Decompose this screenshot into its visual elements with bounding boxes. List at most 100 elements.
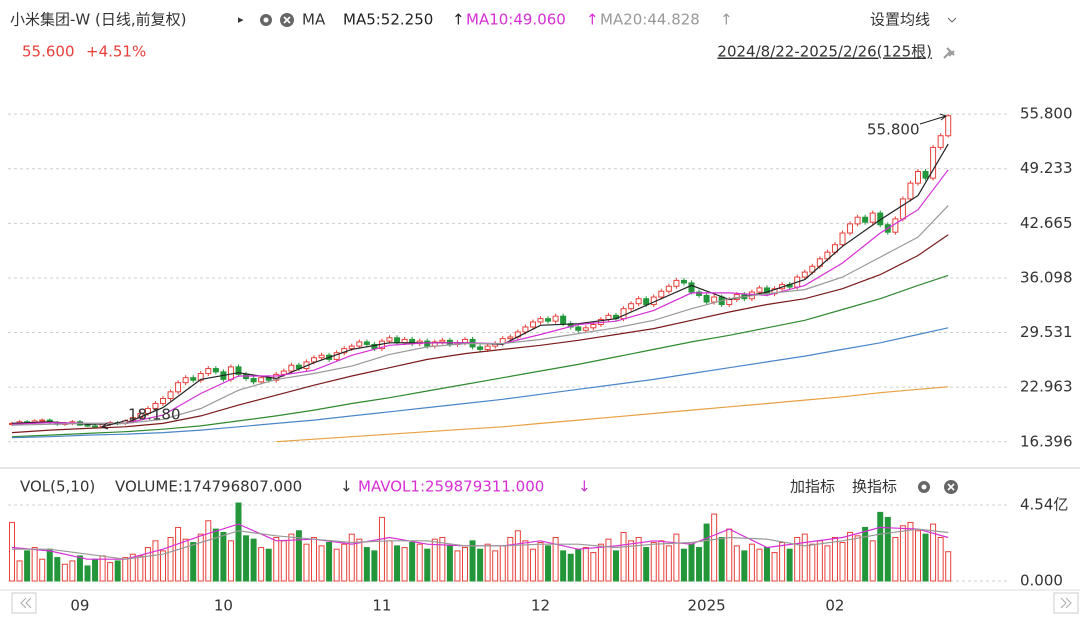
volume-bar <box>862 526 869 582</box>
expand-icon[interactable]: ▸ <box>238 13 244 26</box>
volume-bar <box>552 536 559 582</box>
volume-bar <box>326 542 333 582</box>
volume-bar <box>107 562 114 582</box>
candle-body <box>386 337 393 342</box>
candle-body <box>899 198 906 220</box>
candle-body <box>937 135 944 148</box>
volume-bar <box>915 530 921 582</box>
candle-body <box>190 377 197 381</box>
volume-bar <box>575 548 582 582</box>
y-tick-label: 29.531 <box>1020 323 1073 341</box>
volume-bar <box>363 547 370 582</box>
candle-body <box>673 279 680 287</box>
candle-body <box>394 337 401 344</box>
candle-body <box>552 315 559 322</box>
candle-body <box>175 382 182 393</box>
volume-bar <box>514 530 521 582</box>
candle-body <box>92 425 99 428</box>
x-tick-label: 10 <box>214 597 233 615</box>
candle-body <box>424 340 431 347</box>
x-tick-label: 11 <box>372 597 391 615</box>
volume-bar <box>869 540 876 582</box>
volume-bar <box>680 548 687 582</box>
volume-bar <box>24 550 31 582</box>
volume-bar <box>907 521 914 582</box>
candle-body <box>862 216 869 223</box>
dropdown-icon[interactable] <box>947 17 957 23</box>
volume-bar <box>877 511 884 582</box>
scroll-left[interactable] <box>11 592 37 614</box>
candle-body <box>643 298 650 306</box>
volume-bar <box>378 516 385 582</box>
volume-bar <box>446 545 453 582</box>
volume-bar <box>288 533 295 582</box>
volume-bar <box>658 540 665 582</box>
candle-body <box>507 336 514 340</box>
candle-body <box>363 341 370 345</box>
date-range[interactable]: 2024/8/22-2025/2/26(125根) <box>717 43 932 61</box>
y-tick-label: 16.396 <box>1020 432 1073 450</box>
candle-body <box>824 251 831 260</box>
volume-bar <box>824 545 831 582</box>
candle-body <box>869 212 876 223</box>
candle-body <box>877 212 884 226</box>
candle-body <box>235 366 242 375</box>
candle-body <box>167 391 174 399</box>
volume-bar <box>160 550 166 582</box>
volume-bar <box>945 551 952 582</box>
volume-bar <box>235 502 242 582</box>
pin-icon[interactable] <box>943 47 955 59</box>
volume-bar <box>816 540 823 582</box>
volume-bar <box>190 542 197 582</box>
volume-bar <box>665 545 672 582</box>
scroll-right[interactable] <box>1053 592 1079 614</box>
volume-bar <box>809 543 816 582</box>
volume-bar <box>16 560 23 582</box>
candle-body <box>809 265 816 273</box>
volume-bar <box>394 545 401 582</box>
volume-bar <box>620 531 627 582</box>
switch-indicator[interactable]: 换指标 <box>852 478 897 496</box>
ma-legend: MA5:52.250 <box>343 11 433 29</box>
volume-bar <box>786 548 793 582</box>
candle-body <box>537 318 544 323</box>
volume-trend: ↓ <box>340 478 353 496</box>
candle-body <box>582 327 589 331</box>
volume-bar <box>92 558 99 582</box>
volume-bar <box>469 540 476 582</box>
volume-bar <box>144 547 151 582</box>
volume-bar <box>137 555 144 582</box>
volume-bar <box>220 531 227 582</box>
last-price: 55.600 <box>22 43 75 61</box>
mavol-trend: ↓ <box>578 478 591 496</box>
ma-trend: ↑ <box>586 11 599 29</box>
candle-body <box>288 364 295 372</box>
settings-icon[interactable] <box>918 481 930 493</box>
candle-body <box>439 339 446 343</box>
ma-legend: MA20:44.828 <box>600 11 700 29</box>
volume-bar <box>416 543 423 582</box>
volume-bar <box>507 536 514 582</box>
volume-bar <box>779 542 786 582</box>
volume-bar <box>212 528 219 582</box>
close-icon[interactable] <box>280 13 294 27</box>
x-tick-label: 12 <box>531 597 550 615</box>
volume-bar <box>273 536 280 582</box>
candle-body <box>160 397 166 404</box>
volume-bar <box>129 553 136 582</box>
annotation-arrow <box>919 113 948 125</box>
add-indicator[interactable]: 加指标 <box>790 478 835 496</box>
volume-bar <box>356 538 363 582</box>
ma-trend: ↑ <box>452 11 465 29</box>
volume-bar <box>439 536 446 582</box>
ma-trend: ↑ <box>720 11 733 29</box>
x-tick-label: 09 <box>70 597 89 615</box>
volume-bar <box>265 548 272 582</box>
settings-icon[interactable] <box>260 14 272 26</box>
settings-button[interactable]: 设置均线 <box>870 11 930 29</box>
annotation: 55.800 <box>867 121 920 139</box>
volume-label: VOLUME:174796807.000 <box>115 478 302 496</box>
volume-bar <box>401 547 408 582</box>
close-icon[interactable] <box>944 480 958 494</box>
